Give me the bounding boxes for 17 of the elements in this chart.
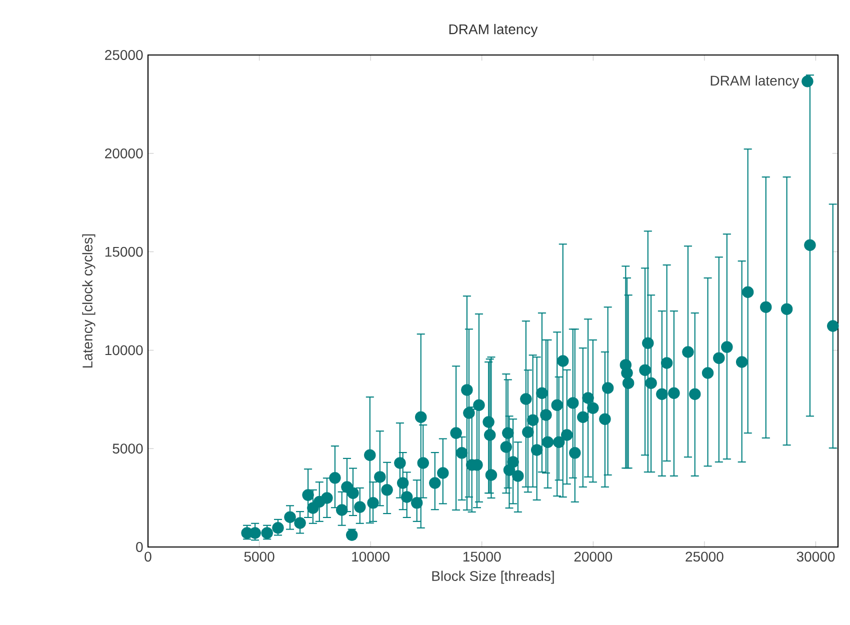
x-tick-label: 0	[144, 552, 152, 562]
y-tick-label: 25000	[105, 50, 143, 60]
chart-title: DRAM latency	[449, 24, 538, 37]
y-tick-label: 5000	[112, 444, 143, 454]
x-tick-label: 20000	[574, 552, 612, 562]
x-tick-label: 15000	[463, 552, 501, 562]
y-axis-title: Latency [clock cycles]	[82, 234, 96, 368]
y-tick-label: 0	[136, 542, 143, 552]
legend-label: DRAM latency	[710, 75, 800, 88]
y-tick-label: 20000	[105, 148, 143, 158]
x-tick-label: 10000	[352, 552, 390, 562]
y-tick-label: 10000	[105, 345, 143, 356]
x-tick-label: 30000	[796, 552, 835, 562]
x-tick-label: 25000	[686, 552, 724, 562]
y-tick-label: 15000	[105, 246, 143, 257]
x-tick-label: 5000	[244, 552, 274, 562]
x-axis-title: Block Size [threads]	[432, 570, 554, 584]
